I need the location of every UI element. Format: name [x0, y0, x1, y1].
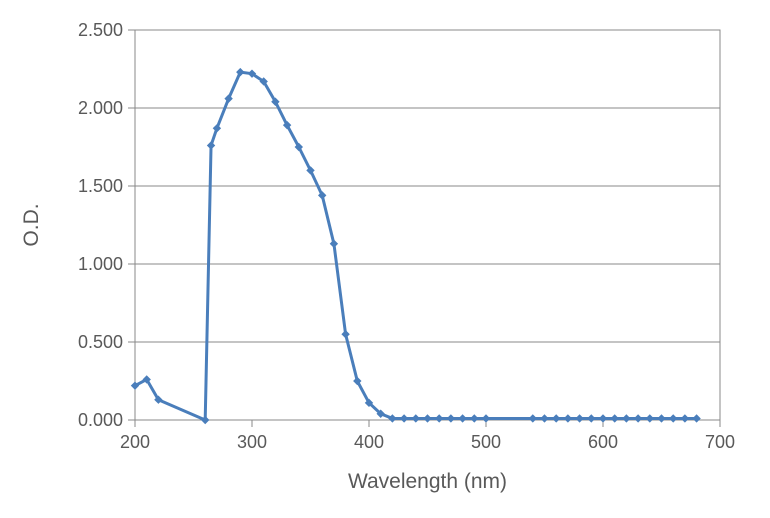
x-tick-label: 300	[237, 432, 267, 452]
y-tick-label: 2.000	[78, 98, 123, 118]
x-tick-label: 200	[120, 432, 150, 452]
x-axis-label: Wavelength (nm)	[348, 470, 507, 493]
od-vs-wavelength-chart: 0.000 0.500 1.000 1.500 2.000 2.500 200 300 400 5…	[0, 0, 770, 518]
x-tick-label: 400	[354, 432, 384, 452]
y-tick-label: 0.500	[78, 332, 123, 352]
x-tick-label: 700	[705, 432, 735, 452]
y-tick-label: 1.000	[78, 254, 123, 274]
x-tick-label: 600	[588, 432, 618, 452]
y-tick-label: 0.000	[78, 410, 123, 430]
y-tick-label: 2.500	[78, 20, 123, 40]
y-tick-label: 1.500	[78, 176, 123, 196]
x-tick-label: 500	[471, 432, 501, 452]
y-axis-label: O.D.	[20, 203, 43, 246]
chart-svg: 0.000 0.500 1.000 1.500 2.000 2.500 200 300 400 5…	[0, 0, 770, 518]
